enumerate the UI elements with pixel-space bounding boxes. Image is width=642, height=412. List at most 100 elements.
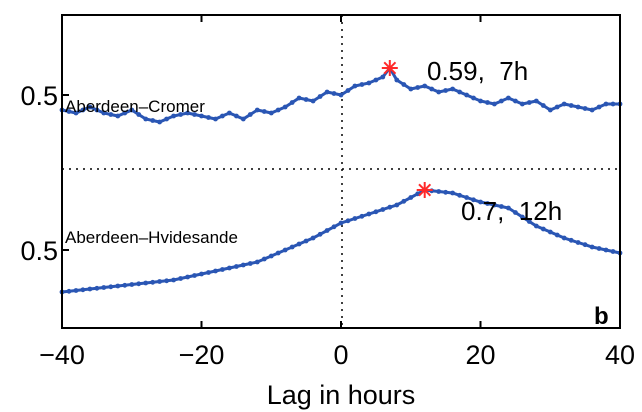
series-point: [401, 198, 407, 204]
series-point: [185, 110, 191, 116]
series-point: [513, 98, 518, 104]
series-point: [561, 235, 567, 241]
series-point: [254, 107, 260, 113]
series-point: [568, 103, 574, 108]
series-point: [296, 241, 302, 247]
series-1: Aberdeen–Hvidesande 0.7, 12h: [59, 182, 623, 295]
series-point: [254, 259, 260, 265]
series-point: [582, 242, 588, 248]
series-point: [227, 265, 232, 271]
series-point: [192, 112, 197, 117]
series-point: [526, 100, 532, 105]
series-point: [234, 113, 239, 119]
series-point: [506, 205, 511, 211]
series-point: [143, 280, 149, 286]
series-point: [471, 95, 476, 101]
reference-lines: [62, 15, 620, 328]
x-tick-label: 20: [465, 340, 495, 370]
y-tick-label: 0.5: [20, 81, 58, 111]
x-tick-label: −20: [179, 340, 225, 370]
series-point: [136, 112, 142, 117]
series-point: [547, 229, 553, 235]
series-point: [101, 110, 107, 116]
series-point: [220, 113, 225, 119]
series-point: [136, 281, 142, 287]
series-point: [80, 287, 86, 293]
series-point: [247, 261, 253, 266]
series-point: [519, 101, 525, 107]
peak-annotation: 0.7, 12h: [461, 196, 562, 226]
series-point: [345, 218, 351, 224]
series-point: [227, 110, 232, 116]
series-point: [164, 278, 170, 284]
series-point: [436, 89, 442, 95]
series-point: [485, 100, 490, 105]
series-point: [331, 91, 337, 96]
peak-marker-stroke: [418, 183, 432, 197]
series-name-label: Aberdeen–Cromer: [65, 97, 205, 116]
series-point: [317, 231, 323, 237]
series-point: [101, 285, 107, 290]
series-point: [373, 209, 379, 215]
series-point: [206, 115, 211, 120]
x-tick-label: −40: [39, 340, 85, 370]
series-point: [240, 116, 246, 122]
series-point: [373, 77, 379, 83]
series-point: [401, 82, 407, 87]
series-point: [603, 101, 609, 107]
series-point: [80, 107, 86, 113]
series-point: [533, 223, 539, 229]
series-point: [66, 288, 72, 294]
series-point: [429, 86, 435, 92]
series-point: [310, 98, 316, 104]
series-point: [289, 100, 295, 105]
series-point: [471, 197, 476, 203]
series-point: [289, 244, 295, 250]
series-point: [394, 77, 400, 83]
series-point: [150, 118, 156, 123]
series-point: [171, 277, 177, 283]
series-point: [366, 80, 372, 86]
series-point: [345, 88, 351, 93]
series-point: [408, 195, 414, 200]
x-tick-label: 0: [333, 340, 348, 370]
series-point: [359, 82, 365, 87]
series-point: [115, 283, 121, 289]
series-point: [519, 214, 525, 220]
series-point: [122, 110, 128, 116]
series-point: [213, 268, 218, 274]
series-point: [94, 285, 100, 291]
series-point: [596, 246, 602, 251]
series-point: [380, 207, 386, 212]
series-point: [575, 104, 581, 110]
series-point: [464, 195, 469, 200]
series-point: [596, 104, 602, 110]
series-point: [554, 104, 560, 110]
series-0: Aberdeen–Cromer 0.59, 7h: [59, 56, 623, 125]
series-point: [171, 113, 177, 119]
series-point: [450, 190, 455, 196]
series-point: [164, 116, 170, 122]
series-point: [436, 189, 442, 194]
series-point: [87, 104, 93, 110]
series-point: [338, 92, 344, 98]
series-point: [603, 247, 609, 253]
series-point: [66, 109, 72, 114]
peak-marker-stroke: [383, 61, 397, 75]
series-point: [185, 274, 191, 280]
series-point: [568, 237, 574, 243]
series-point: [492, 202, 497, 208]
series-point: [575, 240, 581, 245]
series-point: [240, 262, 246, 268]
series-point: [554, 232, 560, 238]
series-point: [526, 219, 532, 224]
series-point: [282, 247, 288, 253]
tick-layer: 0.5 0.5 −40 −20 0 20 40: [20, 15, 635, 370]
series-point: [157, 119, 163, 125]
series-point: [415, 85, 421, 90]
series-point: [561, 101, 567, 107]
series-point: [73, 110, 79, 116]
series-point: [199, 271, 204, 277]
series-point: [492, 101, 497, 107]
